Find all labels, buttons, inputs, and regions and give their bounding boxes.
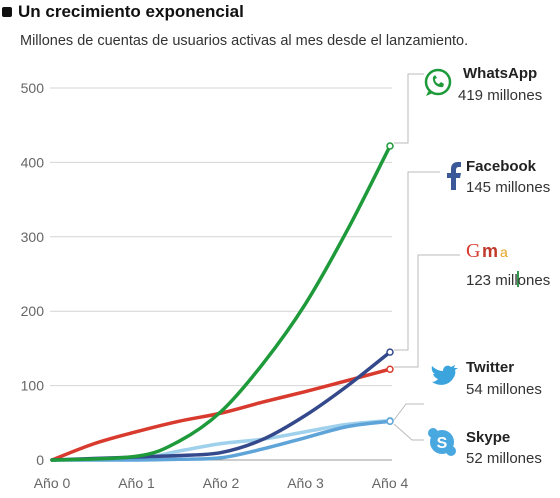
twitter-icon: [431, 365, 458, 385]
svg-text:a: a: [500, 244, 508, 260]
chart-title: Un crecimiento exponencial: [18, 2, 244, 21]
title-row: Un crecimiento exponencial: [0, 2, 244, 22]
svg-text:S: S: [437, 435, 448, 452]
end-point-gmail: [386, 365, 394, 373]
twitter-label-name: Twitter: [466, 359, 514, 376]
y-tick-label: 400: [21, 154, 45, 170]
leader-line: [394, 73, 424, 144]
facebook-label-name: Facebook: [466, 158, 537, 175]
series-line-skype: [50, 419, 392, 462]
end-point-facebook: [386, 348, 394, 356]
y-tick-label: 0: [36, 452, 44, 468]
x-tick-label: Año 2: [203, 475, 240, 491]
leader-line: [394, 254, 460, 368]
end-point-skype: [386, 417, 394, 426]
y-tick-label: 300: [21, 229, 45, 245]
series-line-whatsapp: [50, 144, 392, 462]
x-tick-label: Año 1: [118, 475, 155, 491]
series-line-gmail: [50, 367, 392, 462]
leader-line: [394, 171, 440, 351]
gmail-icon: G m a: [466, 240, 519, 287]
facebook-icon: [447, 162, 461, 190]
whatsapp-icon: [424, 68, 452, 96]
twitter-label-value: 54 millones: [466, 381, 542, 398]
whatsapp-label-value: 419 millones: [458, 87, 542, 104]
whatsapp-label-name: WhatsApp: [463, 65, 537, 82]
chart-subtitle: Millones de cuentas de usuarios activas …: [20, 33, 469, 49]
title-bullet: [2, 7, 12, 17]
gmail-label-value: 123 millones: [466, 272, 550, 289]
x-tick-label: Año 0: [34, 475, 71, 491]
x-axis-ticks: Año 0 Año 1 Año 2 Año 3 Año 4: [34, 475, 409, 491]
svg-text:G: G: [466, 240, 480, 262]
y-tick-label: 200: [21, 303, 45, 319]
series-lines: [50, 142, 394, 462]
x-tick-label: Año 3: [287, 475, 324, 491]
skype-icon: S: [428, 428, 456, 456]
y-axis-ticks: 0 100 200 300 400 500: [21, 80, 45, 468]
facebook-label-value: 145 millones: [466, 179, 550, 196]
x-tick-label: Año 4: [372, 475, 409, 491]
end-point-whatsapp: [386, 142, 394, 150]
leader-line: [393, 403, 424, 421]
grid-lines: [50, 87, 392, 461]
y-tick-label: 100: [21, 378, 45, 394]
skype-label-value: 52 millones: [466, 450, 542, 467]
svg-text:m: m: [482, 241, 498, 261]
label-connectors: [393, 73, 460, 441]
skype-label-name: Skype: [466, 429, 510, 446]
leader-line: [393, 423, 424, 441]
y-tick-label: 500: [21, 80, 45, 96]
